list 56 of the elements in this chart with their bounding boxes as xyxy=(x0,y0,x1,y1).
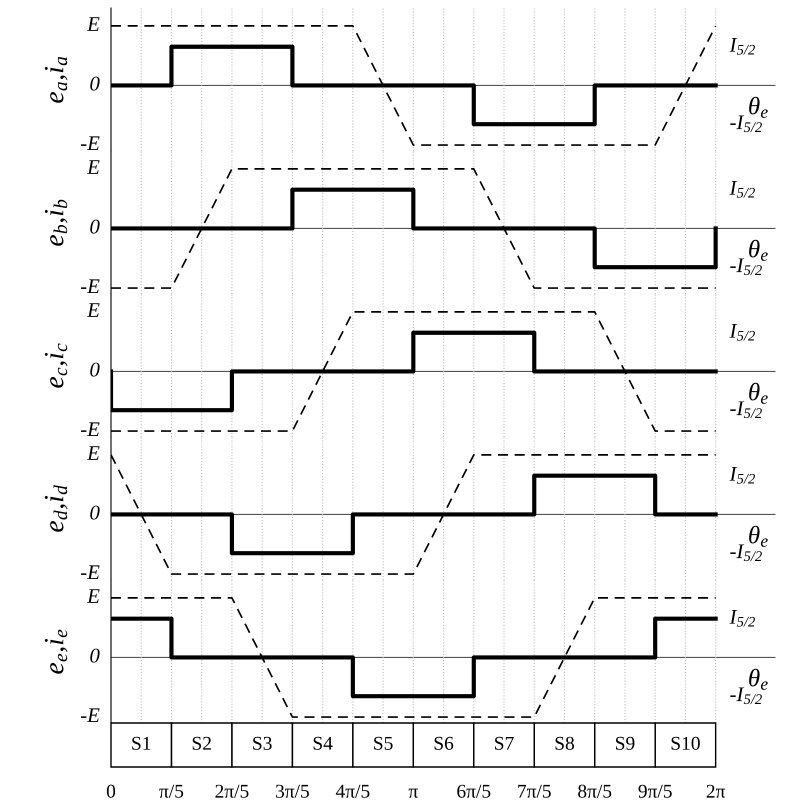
annotation: I$_{5/2}$ xyxy=(729,180,755,198)
y-axis-title: e$_{c}$,i$_{c}$ xyxy=(44,343,68,388)
text: E xyxy=(86,446,100,460)
y-axis-title: e$_{b}$,i$_{b}$ xyxy=(44,200,68,246)
x-axis-title: θ$_{e}$ xyxy=(749,96,768,118)
text: E xyxy=(86,589,100,603)
x-axis-title: θ$_{e}$ xyxy=(749,526,768,547)
x-tick-label: 6π/5 xyxy=(457,784,490,798)
x-tick-label: 4π/5 xyxy=(336,784,370,798)
y-axis-title: e$_{e}$,i$_{e}$ xyxy=(44,630,68,674)
x-tick-label: 2π xyxy=(706,784,726,798)
text: 0 xyxy=(90,220,100,234)
annotation: -I$_{5/2}$ xyxy=(730,115,762,132)
x-tick-label: 0 xyxy=(106,784,116,798)
text: 0 xyxy=(90,76,100,91)
annotation: -I$_{5/2}$ xyxy=(730,687,762,704)
text: S6 xyxy=(434,736,454,750)
x-tick-label: 3π/5 xyxy=(276,784,309,798)
text: 0 xyxy=(90,362,100,377)
text: -E xyxy=(81,565,100,580)
x-tick-label: π xyxy=(408,788,418,798)
x-axis-title: θ$_{e}$ xyxy=(749,382,768,404)
text: S7 xyxy=(495,736,514,750)
text: S4 xyxy=(314,736,333,750)
x-axis-title: θ$_{e}$ xyxy=(749,240,768,261)
annotation: -I$_{5/2}$ xyxy=(730,258,762,276)
annotation: I$_{5/2}$ xyxy=(729,466,755,484)
x-tick-label: 9π/5 xyxy=(638,784,672,798)
annotation: I$_{5/2}$ xyxy=(729,610,755,627)
x-tick-label: 2π/5 xyxy=(215,784,248,798)
y-axis-title: e$_{d}$,i$_{d}$ xyxy=(44,485,68,532)
text: -E xyxy=(81,708,100,722)
annotation: I$_{5/2}$ xyxy=(729,38,755,55)
x-tick-label: 7π/5 xyxy=(518,784,551,798)
x-axis-title: θ$_{e}$ xyxy=(749,668,768,690)
y-axis-title: e$_{a}$,i$_{a}$ xyxy=(44,56,68,103)
text: S2 xyxy=(192,736,211,750)
text: E xyxy=(86,17,100,31)
text: -E xyxy=(81,422,100,436)
text: S1 xyxy=(132,736,150,750)
annotation: I$_{5/2}$ xyxy=(729,324,755,341)
text: 0 xyxy=(90,648,100,663)
text: -E xyxy=(81,136,100,150)
text: S3 xyxy=(253,736,272,750)
x-tick-label: π/5 xyxy=(159,784,184,798)
text: S10 xyxy=(672,736,700,750)
text: S9 xyxy=(616,736,634,750)
text: E xyxy=(86,160,100,174)
x-tick-label: 8π/5 xyxy=(578,784,612,798)
annotation: -I$_{5/2}$ xyxy=(730,401,762,418)
text: -E xyxy=(81,279,100,294)
text: 0 xyxy=(90,506,100,520)
text: E xyxy=(86,303,100,317)
text: S5 xyxy=(374,736,393,750)
annotation: -I$_{5/2}$ xyxy=(730,544,762,562)
text: S8 xyxy=(556,736,574,750)
